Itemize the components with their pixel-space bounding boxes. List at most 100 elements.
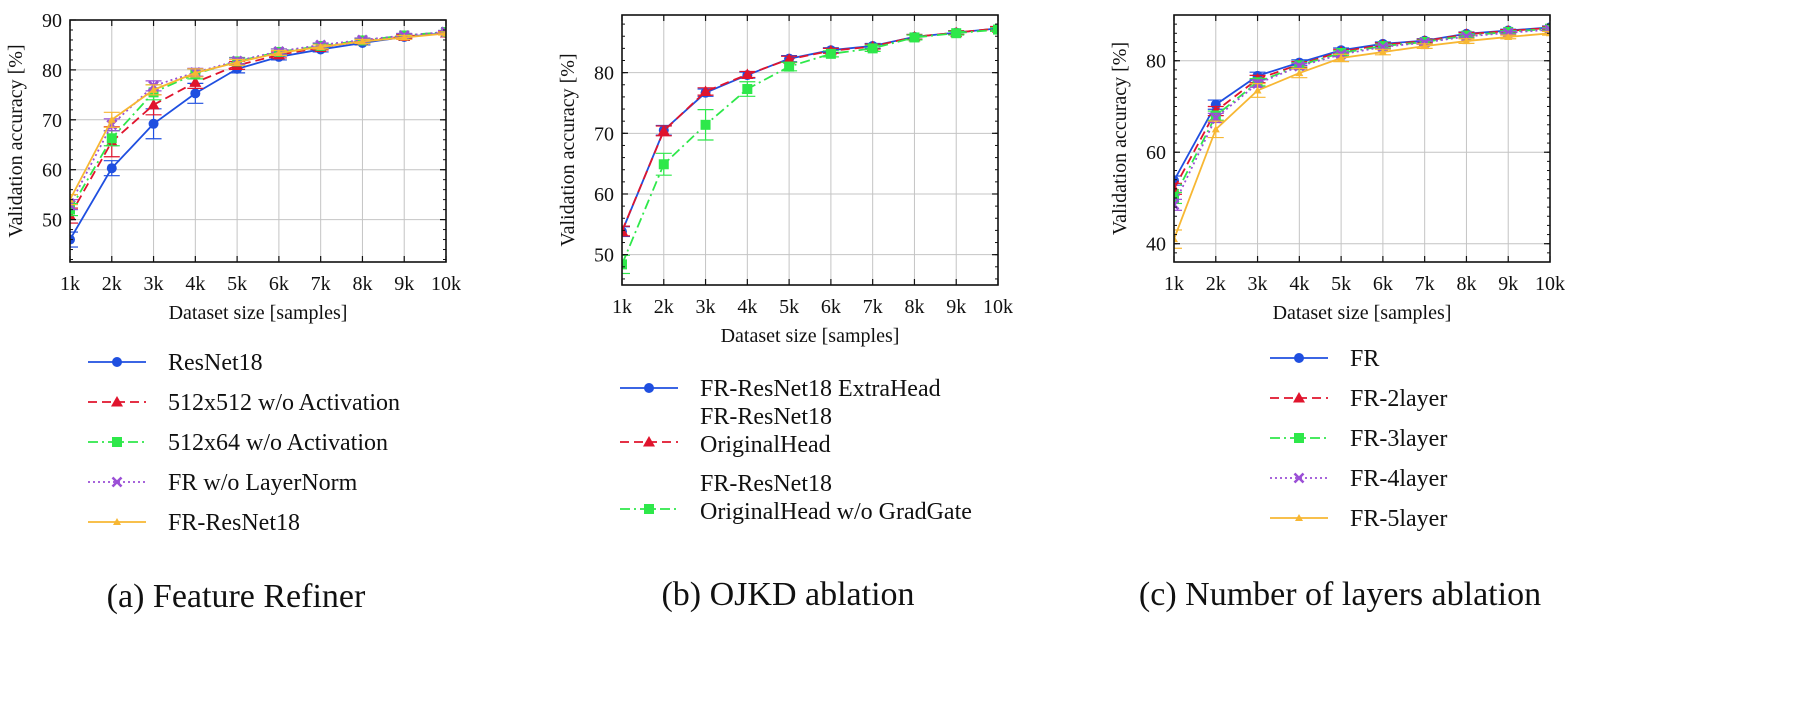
error-bar (622, 254, 630, 275)
data-point (909, 32, 920, 43)
y-tick-label: 50 (42, 210, 62, 232)
x-tick-label: 2k (102, 273, 122, 295)
legend-label: FR-4layer (1350, 466, 1447, 492)
data-point (1462, 37, 1471, 45)
legend-marker (112, 357, 122, 367)
series-line (1174, 26, 1550, 182)
data-point (1420, 42, 1429, 50)
x-axis-label: Dataset size [samples] (721, 325, 900, 347)
legend-item: ResNet18 (88, 350, 263, 376)
series-line (1174, 32, 1550, 240)
legend-item: FR w/o LayerNorm (88, 470, 358, 496)
data-point (622, 259, 627, 270)
legend-item: FR-ResNet18 (88, 510, 300, 536)
error-bar (622, 225, 630, 237)
x-tick-label: 7k (1415, 273, 1435, 295)
x-tick-label: 4k (185, 273, 205, 295)
x-tick-label: 3k (696, 296, 716, 318)
series-0 (622, 23, 998, 238)
legend-item: FR-ResNet18 OriginalHead (620, 404, 832, 458)
data-point (657, 124, 670, 136)
legend: ResNet18 512x512 w/o Activation 512x64 w/o… (88, 350, 400, 536)
error-bar (990, 27, 998, 32)
x-tick-label: 6k (269, 273, 289, 295)
x-tick-label: 10k (983, 296, 1013, 318)
x-tick-label: 6k (821, 296, 841, 318)
legend-marker (643, 436, 655, 447)
series-line (1174, 26, 1550, 190)
data-point (1174, 199, 1180, 211)
legend-label: ResNet18 (168, 350, 263, 376)
x-tick-label: 1k (1164, 273, 1184, 295)
x-tick-label: 1k (612, 296, 632, 318)
y-tick-label: 80 (594, 63, 614, 85)
error-bar (70, 203, 78, 217)
x-tick-label: 3k (1248, 273, 1268, 295)
legend-item: FR-ResNet18 ExtraHead (620, 376, 941, 402)
series-line (70, 32, 446, 241)
data-point (783, 53, 796, 64)
y-tick-label: 80 (42, 60, 62, 82)
data-point (106, 133, 117, 144)
legend-label: 512x512 w/o Activation (168, 390, 400, 416)
x-tick-label: 5k (227, 273, 247, 295)
legend-item: FR-4layer (1270, 466, 1447, 492)
panel-1: 1k 2k 3k 4k 5k 6k 7k 8k 9k 10k 50 60 70 80 Dataset siz… (557, 14, 1013, 613)
data-point (825, 48, 836, 59)
series-line (622, 27, 998, 232)
grid (1173, 15, 1551, 262)
legend-label-line: FR-ResNet18 (700, 404, 832, 430)
x-tick-label: 2k (654, 296, 674, 318)
plot-area (1174, 21, 1550, 249)
x-tick-label: 8k (1456, 273, 1476, 295)
series-3 (1174, 24, 1550, 211)
series-2 (622, 24, 998, 275)
panel-0: 1k 2k 3k 4k 5k 6k 7k 8k 9k 10k 50 60 70 80 90 Dataset s… (5, 10, 461, 615)
legend-item: 512x512 w/o Activation (88, 390, 400, 416)
legend-marker (1294, 433, 1304, 443)
data-point (189, 76, 202, 87)
data-point (1293, 60, 1305, 72)
legend-item: FR-3layer (1270, 426, 1447, 452)
legend-label-line: OriginalHead (700, 432, 831, 458)
y-tick-label: 60 (42, 160, 62, 182)
data-point (147, 98, 160, 110)
data-point (867, 43, 878, 54)
data-point (358, 37, 367, 45)
y-axis-label: Validation accuracy [%] (1109, 42, 1131, 235)
data-point (1253, 86, 1262, 94)
legend-label: FR-5layer (1350, 506, 1447, 532)
y-tick-label: 60 (1146, 142, 1166, 164)
legend-label: 512x64 w/o Activation (168, 430, 388, 456)
legend-marker (1295, 514, 1303, 521)
legend-marker (1294, 353, 1304, 363)
x-tick-label: 7k (311, 273, 331, 295)
data-point (700, 119, 711, 130)
legend-marker (113, 518, 121, 525)
data-point (1210, 99, 1221, 110)
legend-item: FR-2layer (1270, 386, 1447, 412)
error-bar (1542, 30, 1550, 36)
data-point (316, 42, 325, 50)
series-line (70, 32, 446, 201)
error-bar (1174, 198, 1182, 211)
series-4 (70, 29, 446, 206)
error-bar (70, 207, 78, 224)
data-point (1378, 48, 1387, 56)
data-point (191, 68, 200, 76)
y-tick-label: 80 (1146, 51, 1166, 73)
legend-label: FR-ResNet18 OriginalHead w/o GradGate (700, 471, 972, 525)
y-axis-label: Validation accuracy [%] (5, 44, 27, 237)
x-tick-label: 8k (352, 273, 372, 295)
x-axis-label: Dataset size [samples] (1273, 302, 1452, 324)
data-point (400, 33, 409, 41)
legend: FR FR-2layer FR-3layer FR-4layer FR-5layer (1270, 346, 1447, 532)
legend-item: FR-5layer (1270, 506, 1447, 532)
y-axis-label: Validation accuracy [%] (557, 53, 579, 246)
data-point (1174, 235, 1178, 243)
x-tick-label: 4k (1289, 273, 1309, 295)
series-3 (70, 26, 446, 211)
error-bar (70, 194, 78, 206)
